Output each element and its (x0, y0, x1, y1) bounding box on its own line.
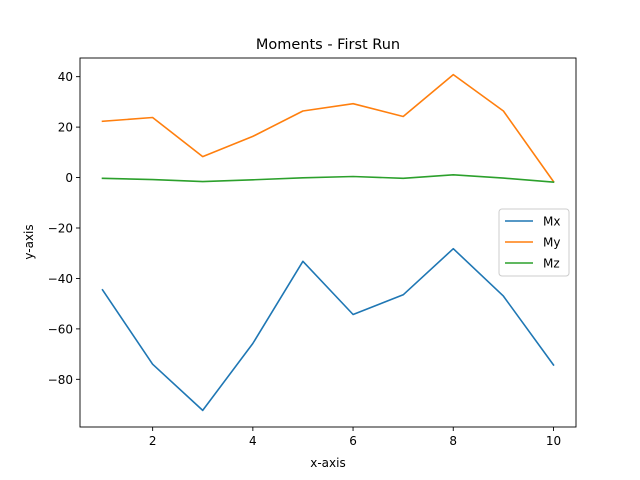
y-tick-label: 20 (58, 121, 73, 135)
x-tick-label: 8 (449, 434, 457, 448)
legend-label-mz: Mz (543, 257, 560, 271)
y-axis-label: y-axis (22, 224, 36, 259)
y-tick-label: −80 (48, 373, 73, 387)
y-tick-label: 0 (65, 171, 73, 185)
x-tick-label: 4 (249, 434, 257, 448)
legend-box (498, 208, 570, 277)
y-tick-label: 40 (58, 70, 73, 84)
chart-title: Moments - First Run (256, 37, 400, 53)
legend-label-my: My (543, 236, 560, 250)
x-tick-label: 6 (349, 434, 357, 448)
legend-label-mx: Mx (543, 215, 560, 229)
series-line-my (101, 73, 555, 183)
plot-area: 2 4 6 8 10 −80 −60 −40 −20 0 20 40 (48, 57, 577, 448)
x-tick-label: 10 (546, 434, 561, 448)
legend: Mx My Mz (498, 208, 570, 277)
x-tick-label: 2 (149, 434, 157, 448)
series-line-mx (101, 247, 555, 412)
axes-frame (79, 57, 577, 428)
y-tick-label: −40 (48, 272, 73, 286)
series-line-mz (101, 174, 555, 183)
y-tick-label: −60 (48, 322, 73, 336)
y-tick-label: −20 (48, 221, 73, 235)
x-axis-label: x-axis (310, 456, 345, 470)
